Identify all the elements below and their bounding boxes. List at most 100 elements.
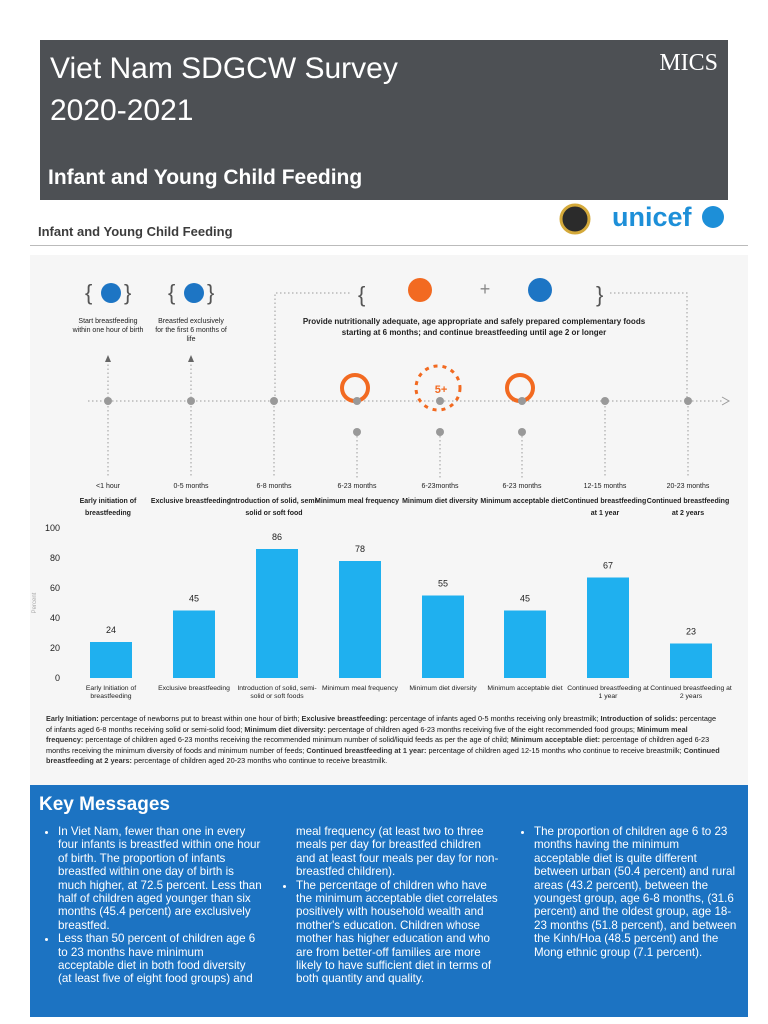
- definition-text: percentage of children aged 6-23 months …: [327, 724, 635, 734]
- timeline-dot: [353, 397, 361, 405]
- key-message: Less than 50 percent of children age 6 t…: [58, 825, 500, 986]
- timeline-dot: [436, 397, 444, 405]
- brace: }: [596, 282, 603, 307]
- definition-term: Minimum meal frequency:: [46, 724, 688, 745]
- definition-text: percentage of children aged 6-23 months …: [85, 735, 509, 745]
- definition-term: Introduction of solids:: [600, 714, 678, 723]
- key-message: In Viet Nam, fewer than one in every fou…: [58, 825, 262, 932]
- bar: [422, 595, 464, 678]
- complementary-note: Provide nutritionally adequate, age appr…: [302, 317, 646, 337]
- definitions: Early Initiation: percentage of newborns…: [46, 714, 722, 767]
- bar: [587, 577, 629, 678]
- timeline-dot: [684, 397, 692, 405]
- bar: [504, 610, 546, 678]
- x-tick-label: Minimum meal frequency: [322, 685, 398, 692]
- key-messages-list: In Viet Nam, fewer than one in every fou…: [34, 825, 738, 1011]
- braces: {} {} {}: [85, 280, 603, 307]
- value-label: 86: [272, 532, 282, 542]
- timeline-indicator: Exclusive breastfeeding: [150, 498, 232, 505]
- panel: [30, 255, 748, 785]
- definition-text: percentage of infants aged 6-8 months re…: [46, 714, 717, 734]
- brace: {: [358, 282, 365, 307]
- definition-text: percentage of newborns put to breast wit…: [100, 714, 300, 723]
- timeline-dot: [436, 428, 444, 436]
- y-tick-label: 60: [50, 583, 60, 593]
- y-axis-label: Percent: [32, 592, 38, 613]
- timeline-age: 6-23 months: [502, 483, 542, 490]
- value-label: 78: [355, 544, 365, 554]
- unicef-logo: unicef: [612, 202, 692, 232]
- x-tick-label: Continued breastfeeding at 1 year: [567, 685, 649, 700]
- key-message: The proportion of children age 6 to 23 m…: [534, 825, 738, 959]
- key-message: The percentage of children who have the …: [296, 879, 500, 986]
- value-label: 23: [686, 627, 696, 637]
- timeline-indicator: Minimum diet diversity: [402, 498, 478, 505]
- mics-logo: MICS: [659, 50, 718, 76]
- timeline-indicator: Introduction of solid, semi-solid or sof…: [229, 498, 319, 517]
- value-label: 67: [603, 561, 613, 571]
- mother-icon: [101, 283, 121, 303]
- definition-term: Minimum diet diversity:: [244, 724, 326, 734]
- timeline-age: <1 hour: [96, 483, 120, 490]
- value-label: 45: [189, 594, 199, 604]
- definition-term: Minimum acceptable diet:: [510, 735, 601, 745]
- bar: [256, 549, 298, 678]
- timeline-age: 0-5 months: [173, 483, 209, 490]
- brace: {: [85, 280, 92, 305]
- timeline-indicator: Continued breastfeeding at 1 year: [563, 498, 647, 517]
- timeline-indicator: Early initiation of breastfeeding: [79, 498, 137, 517]
- food-ring-icon: [414, 364, 462, 412]
- bar: [90, 642, 132, 678]
- y-tick-label: 0: [55, 673, 60, 683]
- y-tick-label: 80: [50, 553, 60, 563]
- timeline-dot: [518, 397, 526, 405]
- timeline-age: 6-23months: [421, 483, 459, 490]
- header-banner: Viet Nam SDGCW Survey 2020-2021 Infant a…: [40, 40, 728, 200]
- y-tick-label: 100: [45, 523, 60, 533]
- timeline-indicator: Minimum meal frequency: [314, 498, 400, 505]
- definition-text: percentage of children aged 20-23 months…: [134, 756, 388, 766]
- x-tick-label: Introduction of solid, semi-solid or sof…: [237, 685, 317, 700]
- definition-term: Early Initiation:: [46, 714, 99, 723]
- key-messages-title: Key Messages: [39, 794, 170, 815]
- timeline-indicator: Continued breastfeeding at 2 years: [646, 498, 730, 517]
- bar: [173, 610, 215, 678]
- brace: {: [168, 280, 175, 305]
- plus-sign: +: [480, 279, 491, 299]
- section-title: Infant and Young Child Feeding: [38, 224, 233, 239]
- timeline-age: 12-15 months: [583, 483, 627, 490]
- x-tick-label: Early Initiation of breastfeeding: [85, 685, 137, 700]
- value-label: 55: [438, 579, 448, 589]
- timeline-note: Breastfed exclusively for the first 6 mo…: [155, 318, 227, 343]
- x-tick-label: Continued breastfeeding at 2 years: [650, 685, 732, 700]
- definition-text: percentage of children aged 6-23 months …: [46, 735, 710, 755]
- timeline-dot: [518, 428, 526, 436]
- definition-text: percentage of children aged 12-15 months…: [428, 745, 682, 755]
- bar: [670, 643, 712, 678]
- definition-term: Exclusive breastfeeding:: [301, 714, 388, 723]
- x-tick-label: Exclusive breastfeeding: [158, 685, 230, 692]
- key-messages: Key Messages In Viet Nam, fewer than one…: [30, 785, 748, 1017]
- x-tick-label: Minimum acceptable diet: [487, 685, 563, 692]
- y-tick-label: 20: [50, 643, 60, 653]
- timeline-dot: [601, 397, 609, 405]
- bracket-right: [610, 292, 688, 400]
- bracket-left: [274, 292, 350, 400]
- timeline-indicator: Minimum acceptable diet: [480, 498, 564, 505]
- timeline-age: 6-23 months: [337, 483, 377, 490]
- timeline-age: 20-23 months: [666, 483, 710, 490]
- value-label: 24: [106, 625, 116, 635]
- header-years: 2020-2021: [50, 94, 194, 127]
- definition-text: percentage of infants aged 0-5 months re…: [389, 714, 599, 723]
- divider: [30, 245, 748, 246]
- timeline-guides: [88, 292, 722, 402]
- emblem: [559, 203, 591, 235]
- timeline-dot: [187, 397, 195, 405]
- x-tick-label: Minimum diet diversity: [409, 685, 477, 692]
- timeline-arrow: [721, 396, 731, 406]
- diversity-badge: 5+: [435, 384, 448, 396]
- timeline-dot: [270, 397, 278, 405]
- timeline-age: 6-8 months: [256, 483, 292, 490]
